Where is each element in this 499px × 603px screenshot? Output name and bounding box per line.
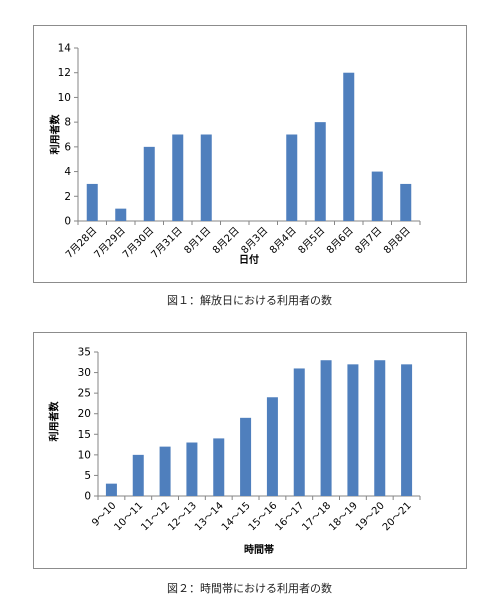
chart-2-y-tick-label: 5 <box>84 470 91 482</box>
chart-2-x-tick-label: 15～16 <box>247 500 280 533</box>
chart-1-bar <box>286 134 298 221</box>
chart-2-bar <box>266 397 278 496</box>
chart-2-x-tick-label: 12～13 <box>166 500 199 533</box>
chart-2-bar <box>347 364 359 496</box>
chart-2-bar <box>105 483 117 496</box>
chart-1-y-tick-label: 2 <box>64 191 71 203</box>
chart-2-x-tick-label: 20～21 <box>381 500 414 533</box>
chart-2-y-tick-label: 25 <box>78 388 91 400</box>
chart-2-x-tick-label: 13～14 <box>193 500 226 533</box>
chart-2-x-tick-label: 10～11 <box>113 500 146 533</box>
chart-2-bar <box>293 368 305 496</box>
chart-2-x-tick-label: 14～15 <box>220 500 253 533</box>
chart-1-bar <box>86 183 98 221</box>
chart-2-x-tick-label: 19～20 <box>354 500 387 533</box>
chart-1-y-tick-label: 8 <box>64 117 71 129</box>
chart-2-bar <box>401 364 413 496</box>
chart-2-bar <box>240 417 252 496</box>
chart-1-bar <box>143 146 155 221</box>
chart-1-x-tick-label: 8月6日 <box>324 225 356 257</box>
chart-2-plot: 051015202530359～1010～1111～1212～1313～1414… <box>78 347 421 533</box>
chart-1-frame: 0 2 4 6 8 10 12 14 7月28日 7月29日 7月30日 7月31日 8月1日 8月2日 8… <box>33 25 467 283</box>
chart-1-y-tick-label: 12 <box>58 67 71 79</box>
chart-2-bar <box>320 360 332 496</box>
chart-2-x-tick-label: 18～19 <box>327 500 360 533</box>
chart-1-bar <box>314 122 326 221</box>
chart-2-y-tick-label: 0 <box>84 491 91 503</box>
chart-1-bar <box>400 183 412 221</box>
chart-2-y-tick-label: 15 <box>78 429 91 441</box>
chart-2-bar <box>186 442 198 496</box>
chart-1-y-tick-label: 14 <box>58 43 72 55</box>
chart-2-caption: 図２：時間帯における利用者の数 <box>167 582 332 595</box>
chart-1-bar <box>115 208 127 221</box>
chart-2-y-axis-label: 利用者数 <box>49 401 61 442</box>
chart-1-y-tick-label: 0 <box>64 216 71 228</box>
chart-1-x-tick-label: 8月1日 <box>182 225 214 257</box>
chart-1-x-tick-label: 8月8日 <box>381 225 413 257</box>
chart-2-x-tick-label: 16～17 <box>274 500 307 533</box>
chart-1-y-tick-label: 4 <box>64 166 71 178</box>
chart-2-y-tick-label: 20 <box>78 408 91 420</box>
chart-1-y-tick-label: 10 <box>58 92 71 104</box>
chart-1-bar <box>172 134 184 221</box>
chart-2-frame: 0 5 10 15 20 25 30 35 9～10 10～11 11～12 12～13 13～14 14… <box>33 332 467 569</box>
chart-1-x-tick-label: 8月7日 <box>353 225 385 257</box>
chart-1-y-axis-label: 利用者数 <box>50 114 62 155</box>
chart-1-bar <box>200 134 212 221</box>
chart-2-bar <box>159 446 171 496</box>
chart-1-bar <box>371 171 383 221</box>
chart-1-caption: 図１：解放日における利用者の数 <box>167 294 332 307</box>
chart-2-bar <box>132 454 144 496</box>
chart-1-bar <box>343 72 355 221</box>
chart-2-x-tick-label: 11～12 <box>139 500 172 533</box>
chart-1-y-tick-label: 6 <box>64 141 71 153</box>
chart-2-x-tick-label: 17～18 <box>300 500 333 533</box>
chart-2-bar <box>374 360 386 496</box>
chart-2-y-tick-label: 35 <box>78 347 91 359</box>
chart-1-x-tick-label: 8月5日 <box>296 225 328 257</box>
chart-2-y-tick-label: 30 <box>78 367 91 379</box>
chart-1-x-tick-label: 7月31日 <box>149 225 185 261</box>
chart-2-y-tick-label: 10 <box>78 449 91 461</box>
chart-2-x-axis-label: 時間帯 <box>244 545 274 556</box>
chart-1-plot: 024681012147月28日7月29日7月30日7月31日8月1日8月2日8… <box>58 43 421 261</box>
chart-2-bar <box>213 438 225 496</box>
chart-1-x-axis-label: 日付 <box>239 255 259 266</box>
